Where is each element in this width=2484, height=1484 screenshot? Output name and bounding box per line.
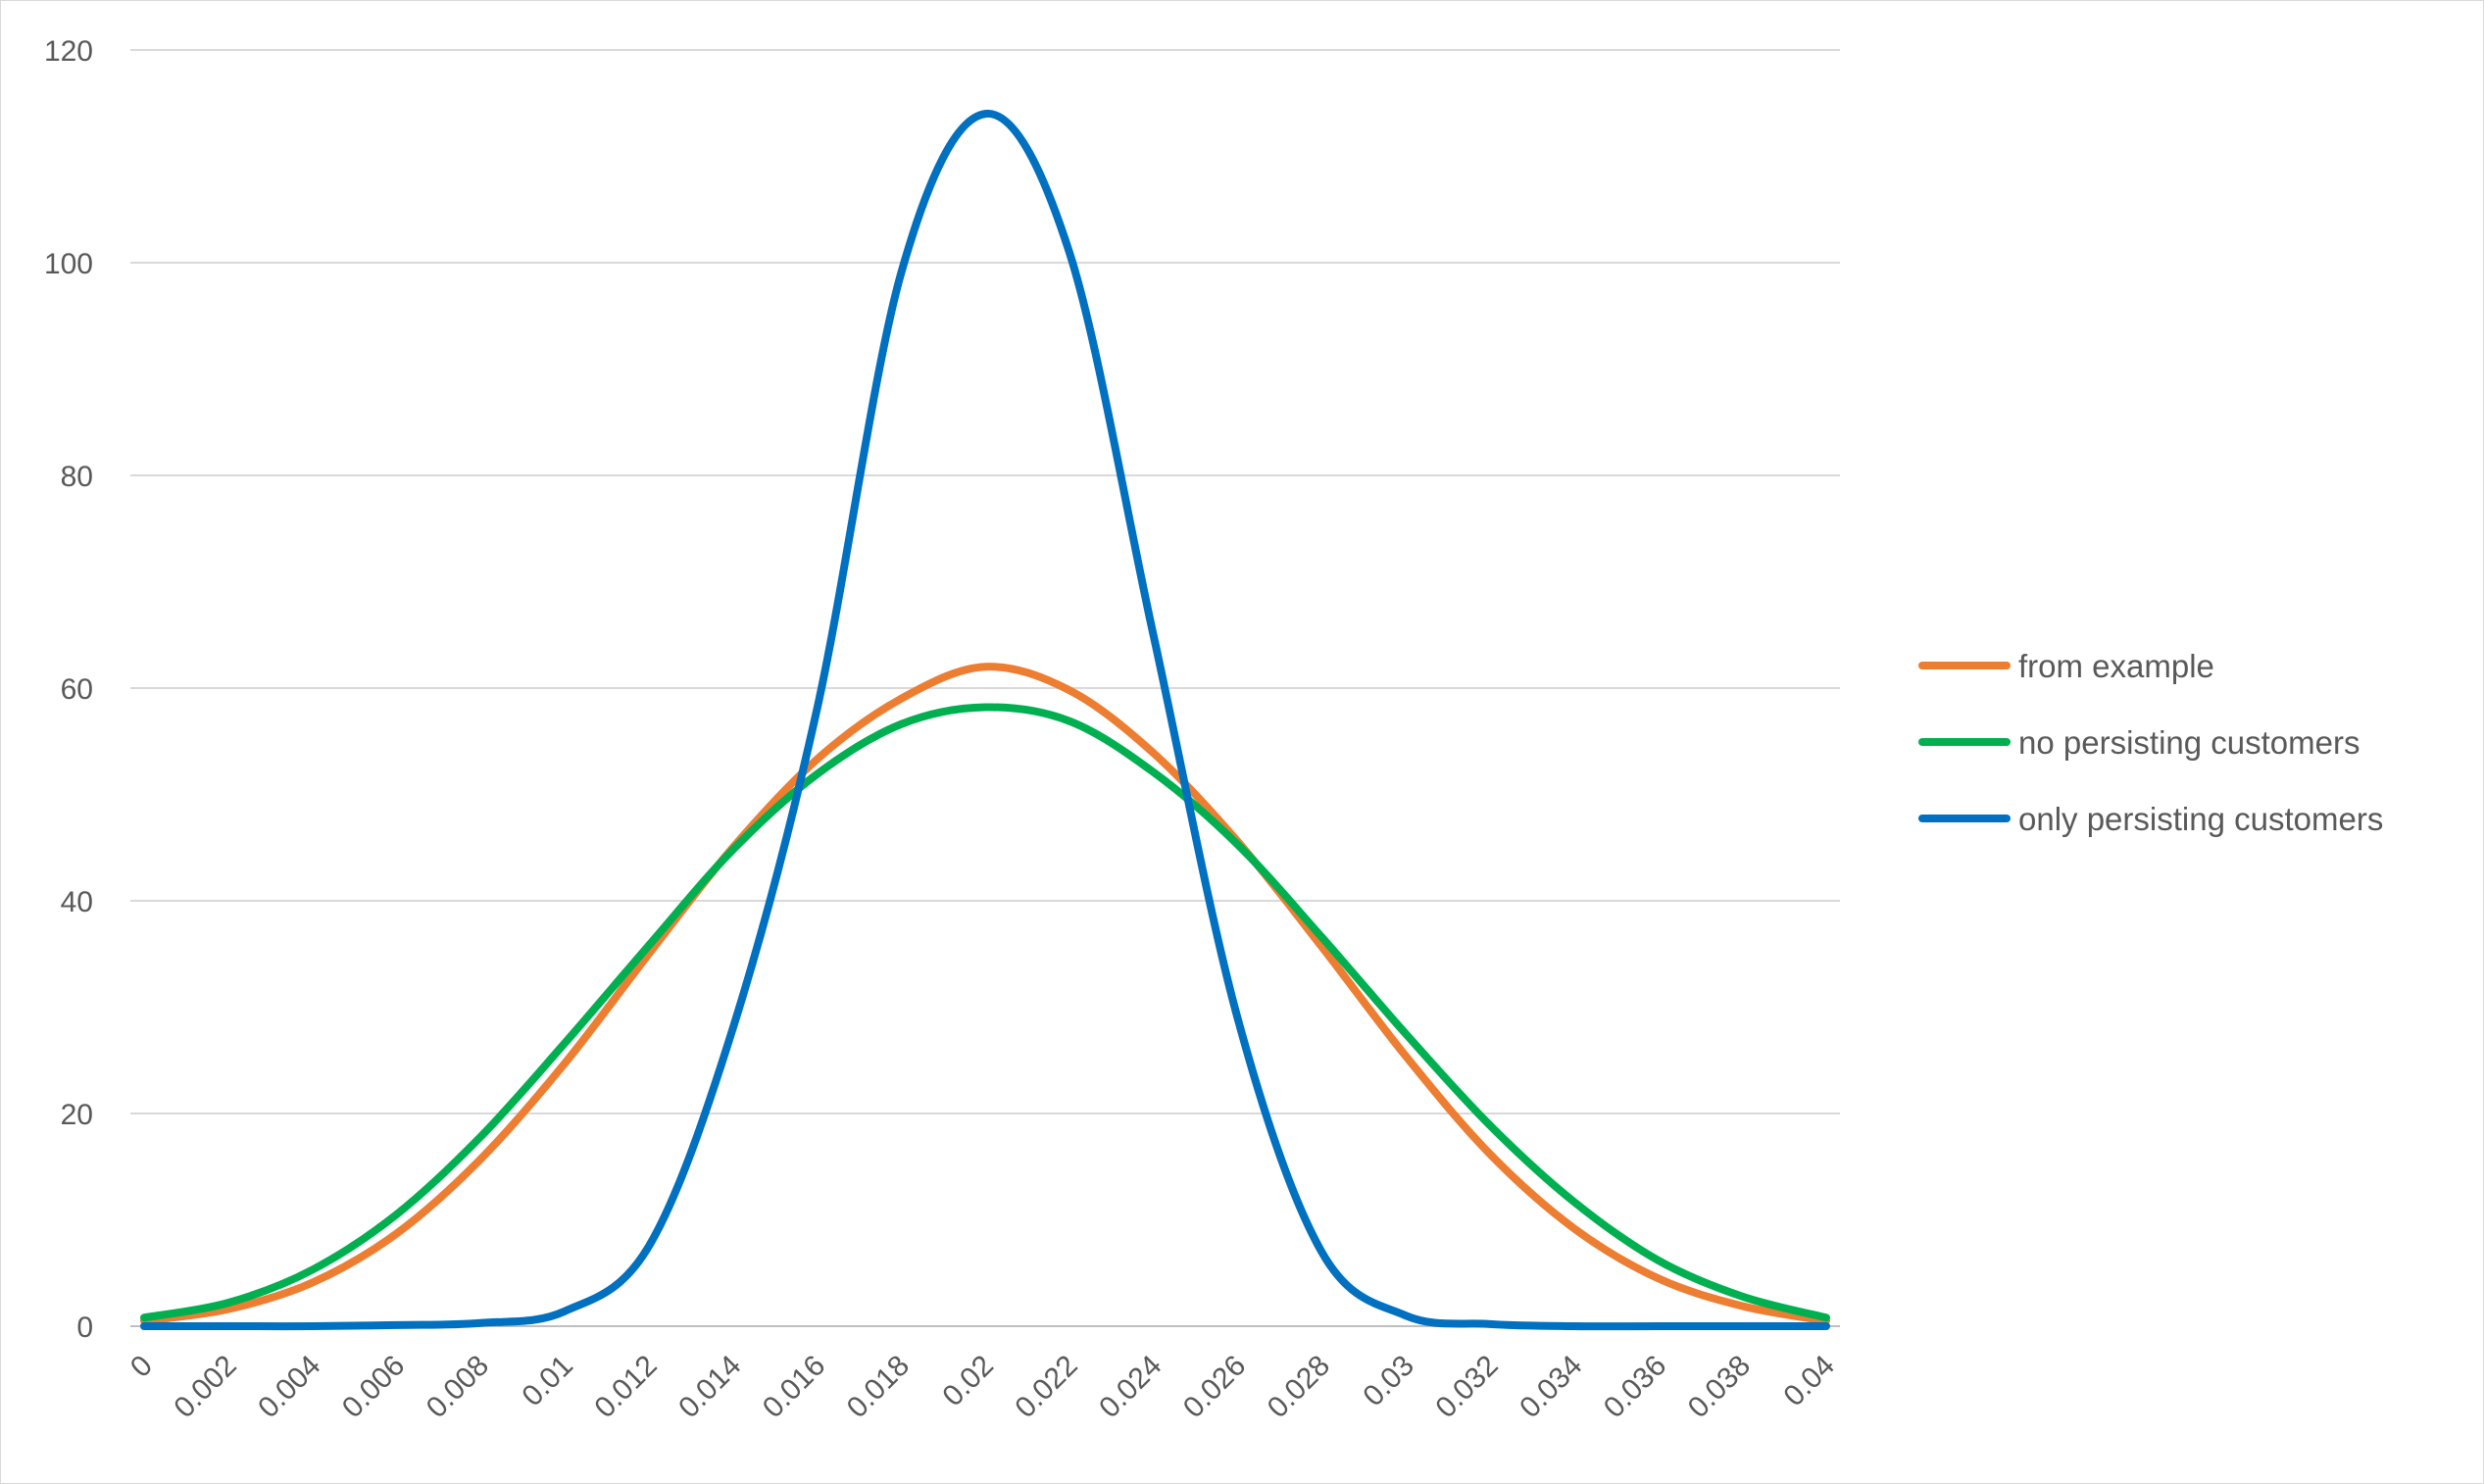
x-tick-label: 0 bbox=[124, 1350, 159, 1384]
y-tick-label: 20 bbox=[61, 1099, 93, 1131]
x-tick-label: 0.04 bbox=[1777, 1350, 1841, 1413]
x-tick-label: 0.024 bbox=[1093, 1350, 1167, 1424]
x-tick-label: 0.004 bbox=[252, 1350, 326, 1424]
legend-label-2: no persisting customers bbox=[2018, 724, 2360, 761]
legend-label-1: from example bbox=[2018, 648, 2214, 684]
x-tick-label: 0.034 bbox=[1514, 1350, 1588, 1424]
y-axis: 0 20 40 60 80 100 120 bbox=[44, 35, 93, 1344]
series-line-3 bbox=[140, 110, 1830, 1331]
x-tick-label: 0.002 bbox=[168, 1350, 242, 1424]
x-tick-label: 0.02 bbox=[936, 1350, 1000, 1413]
y-tick-label: 0 bbox=[76, 1311, 93, 1344]
x-tick-label: 0.022 bbox=[1009, 1350, 1083, 1424]
y-tick-label: 100 bbox=[44, 248, 93, 280]
series-line-2 bbox=[140, 703, 1830, 1322]
y-tick-label: 80 bbox=[61, 461, 93, 493]
grid-lines bbox=[130, 49, 1840, 1327]
x-tick-label: 0.016 bbox=[757, 1350, 831, 1424]
series-line-1 bbox=[140, 663, 1830, 1325]
x-tick-label: 0.038 bbox=[1682, 1350, 1757, 1424]
x-tick-label: 0.006 bbox=[336, 1350, 411, 1424]
x-tick-label: 0.014 bbox=[672, 1350, 747, 1424]
x-tick-label: 0.018 bbox=[841, 1350, 916, 1424]
x-tick-label: 0.008 bbox=[421, 1350, 495, 1424]
y-tick-label: 40 bbox=[61, 886, 93, 918]
x-tick-label: 0.03 bbox=[1357, 1350, 1420, 1413]
y-tick-label: 60 bbox=[61, 673, 93, 706]
x-tick-label: 0.01 bbox=[516, 1350, 579, 1413]
x-tick-label: 0.028 bbox=[1262, 1350, 1336, 1424]
series-lines bbox=[140, 110, 1830, 1331]
x-tick-label: 0.026 bbox=[1177, 1350, 1252, 1424]
legend: from example no persisting customers only … bbox=[1918, 648, 2383, 837]
x-tick-label: 0.012 bbox=[588, 1350, 663, 1424]
legend-label-3: only persisting customers bbox=[2018, 801, 2383, 837]
x-tick-label: 0.032 bbox=[1429, 1350, 1504, 1424]
x-axis: 0 0.002 0.004 0.006 0.008 0.01 0.012 0.014 0.016… bbox=[124, 1350, 1841, 1424]
y-tick-label: 120 bbox=[44, 35, 93, 68]
x-tick-label: 0.036 bbox=[1598, 1350, 1672, 1424]
